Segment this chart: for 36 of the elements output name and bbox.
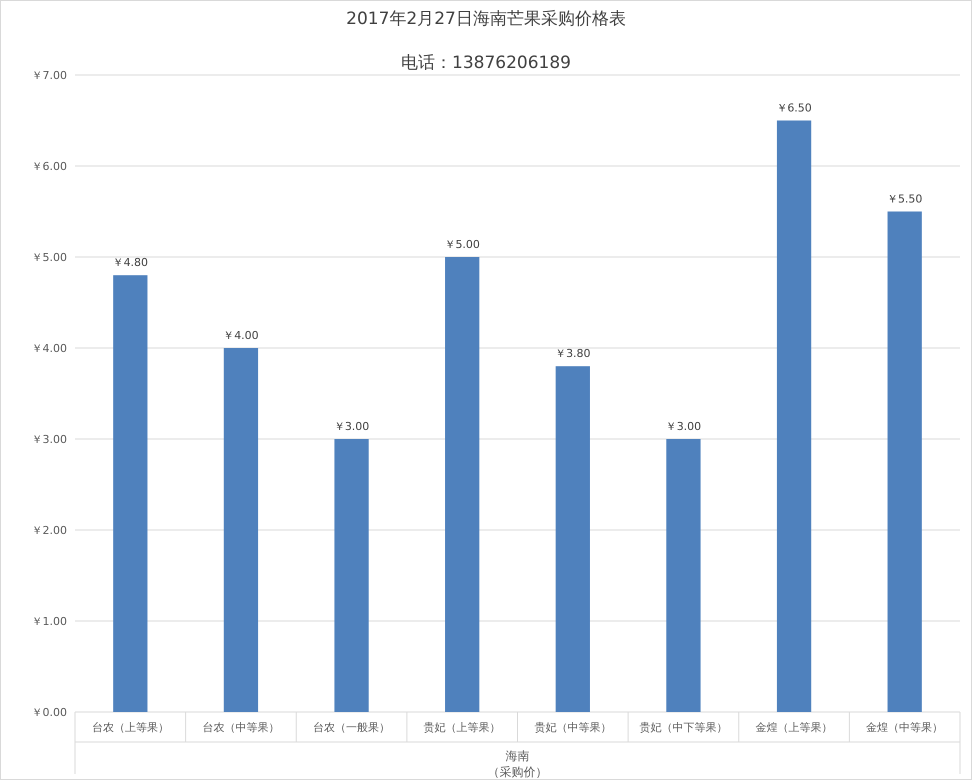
y-tick-label: ￥6.00	[32, 160, 67, 173]
x-tick-label: 台农（上等果）	[92, 721, 169, 734]
y-tick-label: ￥0.00	[32, 706, 67, 719]
x-axis-title: 海南	[506, 749, 530, 763]
bar	[113, 275, 148, 712]
data-label: ￥3.80	[555, 347, 591, 360]
y-tick-label: ￥5.00	[32, 251, 67, 264]
y-tick-label: ￥2.00	[32, 524, 67, 537]
x-tick-label: 贵妃（中等果）	[534, 721, 612, 734]
x-tick-label: 台农（中等果）	[202, 721, 280, 734]
x-tick-label: 金煌（中等果）	[866, 721, 944, 734]
y-tick-label: ￥7.00	[32, 69, 67, 82]
data-label: ￥4.80	[112, 256, 148, 270]
bar	[224, 348, 258, 712]
chart-subtitle: 电话：13876206189	[401, 53, 571, 73]
x-tick-label: 金煌（上等果）	[756, 721, 833, 734]
y-tick-label: ￥3.00	[32, 433, 67, 446]
data-label: ￥5.50	[886, 192, 922, 206]
chart-title: 2017年2月27日海南芒果采购价格表	[346, 9, 626, 29]
bar	[888, 212, 922, 712]
y-tick-label: ￥4.00	[32, 342, 67, 355]
x-tick-label: 贵妃（上等果）	[424, 721, 501, 734]
x-tick-label: 台农（一般果）	[313, 721, 390, 734]
bar	[666, 439, 701, 712]
data-label: ￥3.00	[666, 420, 702, 433]
text: （采购价）	[488, 765, 548, 779]
data-label: ￥3.00	[334, 420, 370, 433]
data-label: ￥5.00	[444, 238, 480, 251]
bar	[445, 257, 480, 712]
x-tick-label: 贵妃（中下等果）	[639, 721, 728, 734]
bar	[556, 366, 590, 712]
data-label: ￥4.00	[223, 329, 259, 342]
data-label: ￥6.50	[776, 102, 812, 114]
bar	[334, 439, 369, 712]
bar	[776, 120, 812, 712]
y-tick-label: ￥1.00	[32, 615, 67, 628]
